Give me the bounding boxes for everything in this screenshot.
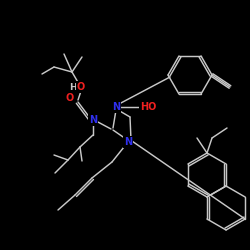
Text: N: N [112,102,120,112]
Text: N: N [89,115,97,125]
Text: HO: HO [140,102,156,112]
Text: O: O [66,93,74,103]
Text: H: H [69,82,77,92]
Text: N: N [124,137,132,147]
Text: O: O [77,82,85,92]
